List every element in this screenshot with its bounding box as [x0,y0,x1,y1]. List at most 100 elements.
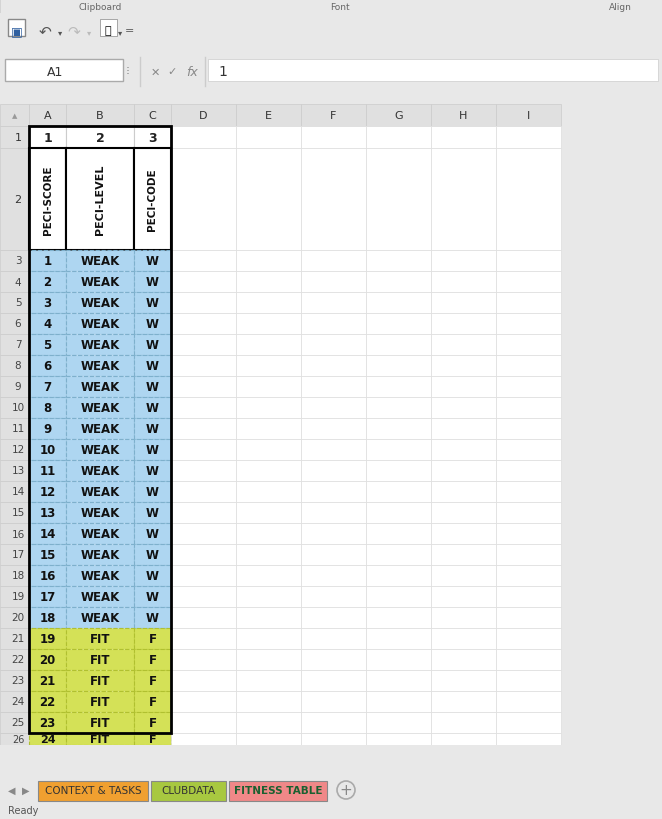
Bar [366,251,431,272]
Text: F: F [148,695,156,708]
Text: W: W [146,401,159,414]
Bar [236,314,301,335]
Bar [66,502,134,523]
Text: PECI-SCORE: PECI-SCORE [42,165,52,234]
Text: 16: 16 [39,569,56,582]
Bar [431,502,496,523]
Text: W: W [146,276,159,288]
Bar [134,460,171,482]
Bar [366,670,431,691]
Text: 2: 2 [95,131,105,144]
Bar [66,292,134,314]
Bar [0,105,29,127]
Bar [431,377,496,397]
Bar [0,586,29,607]
Bar [236,545,301,565]
Text: 14: 14 [39,527,56,541]
Text: WEAK: WEAK [80,527,120,541]
Bar [236,733,301,745]
Bar [0,745,662,779]
Bar [0,523,29,545]
Bar [236,649,301,670]
Bar [0,149,29,251]
Bar [134,482,171,502]
Bar [134,419,171,440]
Bar [134,733,171,745]
Bar [496,127,561,149]
Text: 5: 5 [15,298,21,308]
Bar [0,713,29,733]
Text: W: W [146,506,159,519]
Text: 3: 3 [15,256,21,266]
Bar [236,272,301,292]
Text: ▣: ▣ [11,25,23,38]
Bar [171,607,236,628]
Bar [38,781,148,801]
Bar [366,105,431,127]
Bar [236,149,301,251]
Bar [0,440,29,460]
Bar [66,440,134,460]
Bar [301,670,366,691]
Bar [366,628,431,649]
Bar [366,149,431,251]
Bar [171,649,236,670]
Bar [66,419,134,440]
Text: FIT: FIT [90,632,111,645]
Bar [5,60,123,82]
Bar [236,251,301,272]
Bar [29,545,66,565]
Text: 21: 21 [11,634,24,644]
Bar [29,565,66,586]
Text: WEAK: WEAK [80,423,120,436]
Text: FITNESS TABLE: FITNESS TABLE [234,785,322,795]
Bar [301,565,366,586]
Bar [0,335,29,355]
Bar [496,733,561,745]
Bar [0,355,29,377]
Text: 18: 18 [11,571,24,581]
Text: E: E [265,111,272,121]
Bar [29,628,66,649]
Text: CONTEXT & TASKS: CONTEXT & TASKS [45,785,141,795]
Bar [366,502,431,523]
Text: FIT: FIT [90,716,111,729]
Bar [301,628,366,649]
Bar [366,649,431,670]
Text: W: W [146,318,159,331]
Text: 20: 20 [11,613,24,622]
Bar [366,545,431,565]
Bar [29,713,66,733]
Text: ✕: ✕ [150,67,160,78]
Bar [431,649,496,670]
Bar [301,691,366,713]
Bar [236,691,301,713]
Text: Align: Align [608,3,632,12]
Bar [431,105,496,127]
Bar [496,502,561,523]
Bar [0,14,662,49]
Text: WEAK: WEAK [80,401,120,414]
Bar [66,314,134,335]
Text: 8: 8 [44,401,52,414]
Text: WEAK: WEAK [80,569,120,582]
Bar [496,149,561,251]
Bar [236,565,301,586]
Text: ◀: ◀ [8,785,16,795]
Bar [496,355,561,377]
Text: ✓: ✓ [167,67,177,78]
Text: 4: 4 [44,318,52,331]
Bar [171,127,236,149]
Text: W: W [146,296,159,310]
Bar [431,482,496,502]
Bar [236,377,301,397]
Text: 24: 24 [11,697,24,707]
Bar [301,355,366,377]
Text: W: W [146,381,159,393]
Bar [66,733,134,745]
Bar [496,440,561,460]
Bar [134,523,171,545]
Bar [301,397,366,419]
Bar [134,335,171,355]
Bar [66,272,134,292]
